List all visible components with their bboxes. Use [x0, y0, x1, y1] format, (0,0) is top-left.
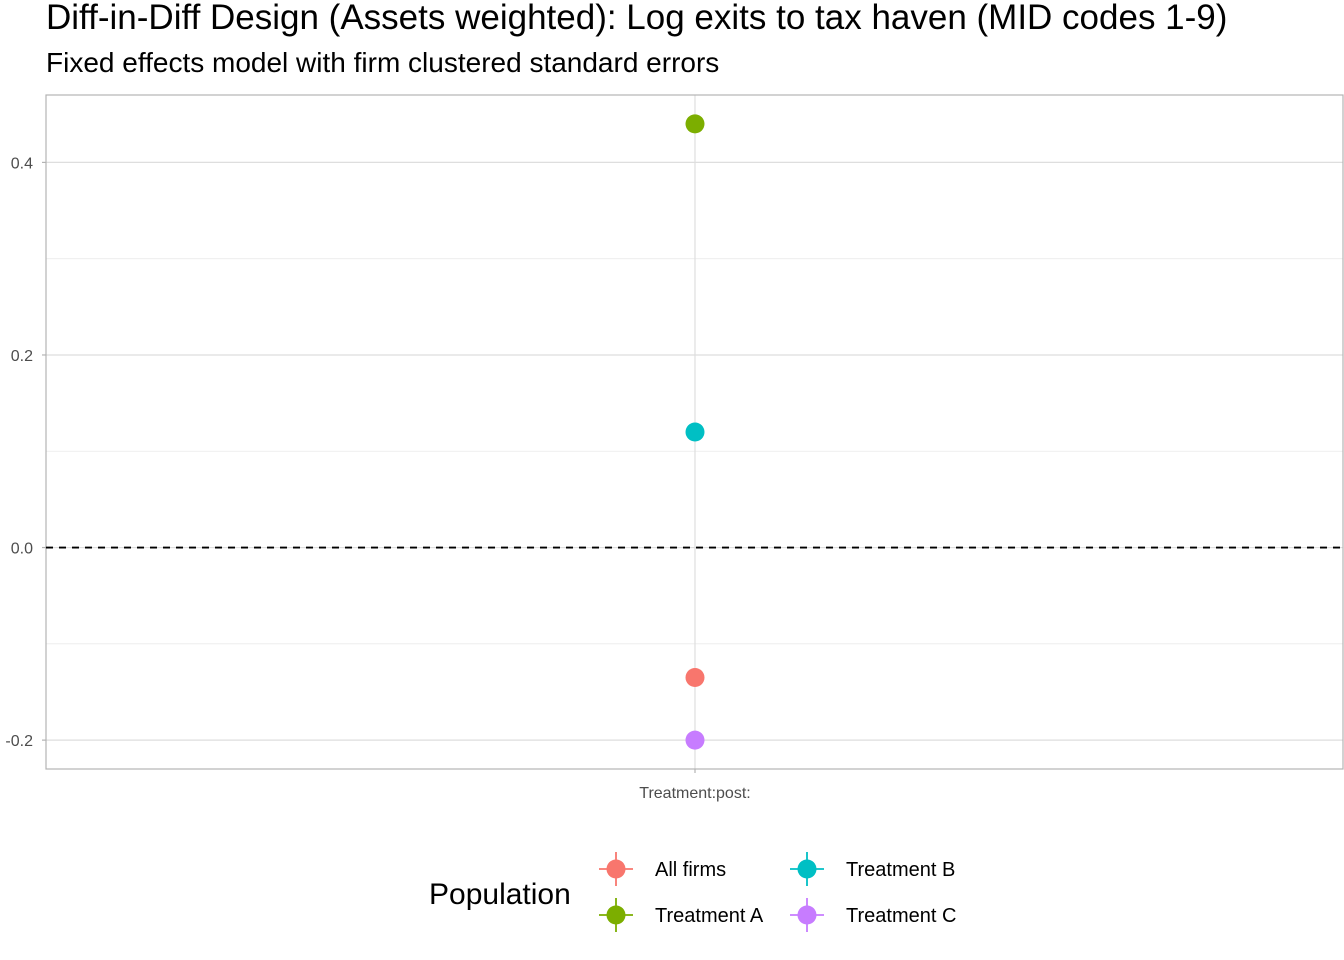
y-tick-label: -0.2 — [5, 733, 33, 750]
x-tick-label: Treatment:post: — [639, 785, 750, 802]
legend-title: Population — [429, 878, 571, 911]
y-tick-label: 0.4 — [11, 155, 33, 172]
data-point — [685, 668, 705, 688]
legend-item: Treatment A — [599, 898, 764, 932]
data-point — [685, 114, 705, 134]
chart-subtitle: Fixed effects model with firm clustered … — [46, 47, 720, 78]
y-tick-label: 0.2 — [11, 348, 33, 365]
legend-label: Treatment B — [846, 859, 955, 881]
legend: Population All firms Treatment A Treatment … — [429, 852, 956, 932]
legend-key-point — [606, 859, 626, 879]
legend-key-point — [797, 905, 817, 925]
y-tick-label: 0.0 — [11, 541, 33, 558]
axis-layer: -0.2 0.0 0.2 0.4 Treatment:post: — [5, 155, 750, 802]
legend-item: Treatment B — [790, 852, 955, 886]
data-point — [685, 730, 705, 750]
legend-key-point — [606, 905, 626, 925]
legend-item: All firms — [599, 852, 726, 886]
legend-key-point — [797, 859, 817, 879]
legend-label: Treatment C — [846, 905, 956, 927]
legend-label: Treatment A — [655, 905, 764, 927]
data-points-layer — [685, 114, 705, 750]
legend-item: Treatment C — [790, 898, 956, 932]
legend-label: All firms — [655, 859, 726, 881]
chart-title: Diff-in-Diff Design (Assets weighted): L… — [46, 0, 1228, 37]
data-point — [685, 422, 705, 442]
